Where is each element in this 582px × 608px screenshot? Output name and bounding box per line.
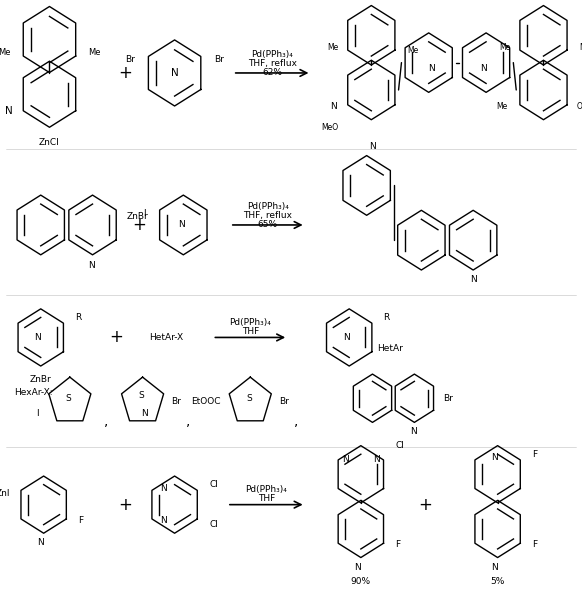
Text: N: N xyxy=(141,409,148,418)
Text: Pd(PPh₃)₄: Pd(PPh₃)₄ xyxy=(246,485,288,494)
Text: N: N xyxy=(178,221,185,229)
Text: OMe: OMe xyxy=(577,102,582,111)
Text: Me: Me xyxy=(496,102,508,111)
Text: MeO: MeO xyxy=(321,123,338,132)
Text: +: + xyxy=(109,328,123,347)
Text: R: R xyxy=(383,313,389,322)
Text: Br: Br xyxy=(279,397,289,406)
Text: N: N xyxy=(159,516,166,525)
Text: 62%: 62% xyxy=(262,69,282,77)
Text: ZnCl: ZnCl xyxy=(39,138,60,147)
Text: N: N xyxy=(88,261,95,271)
Text: N: N xyxy=(171,68,179,78)
Text: 90%: 90% xyxy=(351,578,371,586)
Text: HexAr-X:: HexAr-X: xyxy=(15,388,53,396)
Text: +: + xyxy=(118,496,132,514)
Text: ZnBr: ZnBr xyxy=(126,212,148,221)
Text: N: N xyxy=(37,539,44,547)
Text: HetAr: HetAr xyxy=(377,344,403,353)
Text: N: N xyxy=(428,64,435,73)
Text: Br: Br xyxy=(443,394,453,402)
Text: THF: THF xyxy=(242,327,259,336)
Text: ,: , xyxy=(104,413,109,427)
Text: N: N xyxy=(470,275,477,285)
Text: +: + xyxy=(133,216,147,234)
Text: Me: Me xyxy=(0,48,11,57)
Text: Br: Br xyxy=(172,397,181,406)
Text: Pd(PPh₃)₄: Pd(PPh₃)₄ xyxy=(229,318,271,326)
Text: F: F xyxy=(395,540,400,549)
Text: S: S xyxy=(66,394,72,402)
Text: Pd(PPh₃)₄: Pd(PPh₃)₄ xyxy=(247,202,289,211)
Text: F: F xyxy=(78,516,83,525)
Text: R: R xyxy=(76,313,81,322)
Text: F: F xyxy=(532,450,537,458)
Text: THF, reflux: THF, reflux xyxy=(243,212,292,220)
Text: S: S xyxy=(246,394,252,402)
Text: N: N xyxy=(330,102,337,111)
Text: I: I xyxy=(143,209,146,218)
Text: 65%: 65% xyxy=(258,221,278,229)
Text: Pd(PPh₃)₄: Pd(PPh₃)₄ xyxy=(251,50,293,59)
Text: +: + xyxy=(418,496,432,514)
Text: N: N xyxy=(369,142,376,151)
Text: N: N xyxy=(342,455,349,465)
Text: N: N xyxy=(491,563,498,572)
Text: Me: Me xyxy=(499,43,510,52)
Text: Me: Me xyxy=(407,46,418,55)
Text: S: S xyxy=(138,391,144,399)
Text: ,: , xyxy=(186,413,190,427)
Text: EtOOC: EtOOC xyxy=(191,397,221,406)
Text: ZnBr: ZnBr xyxy=(30,375,52,384)
Text: THF: THF xyxy=(258,494,275,503)
Text: N: N xyxy=(343,333,350,342)
Text: I: I xyxy=(36,409,38,418)
Text: N: N xyxy=(5,106,13,116)
Text: Cl: Cl xyxy=(395,441,404,450)
Text: 5%: 5% xyxy=(491,578,505,586)
Text: N: N xyxy=(34,333,41,342)
Text: Cl: Cl xyxy=(209,480,218,489)
Text: Br: Br xyxy=(125,55,134,64)
Text: F: F xyxy=(532,540,537,549)
Text: N: N xyxy=(373,455,380,465)
Text: ZnI: ZnI xyxy=(0,489,10,498)
Text: Me: Me xyxy=(88,48,101,57)
Text: N: N xyxy=(480,64,487,73)
Text: HetAr-X: HetAr-X xyxy=(149,333,183,342)
Text: Me: Me xyxy=(327,43,338,52)
Text: Me: Me xyxy=(580,43,582,52)
Text: ,: , xyxy=(293,413,298,427)
Text: N: N xyxy=(491,452,498,461)
Text: N: N xyxy=(159,485,166,494)
Text: N: N xyxy=(354,563,361,572)
Text: Cl: Cl xyxy=(209,520,218,529)
Text: N: N xyxy=(410,427,417,436)
Text: +: + xyxy=(118,64,132,82)
Text: Br: Br xyxy=(215,55,224,64)
Text: THF, reflux: THF, reflux xyxy=(248,60,297,68)
